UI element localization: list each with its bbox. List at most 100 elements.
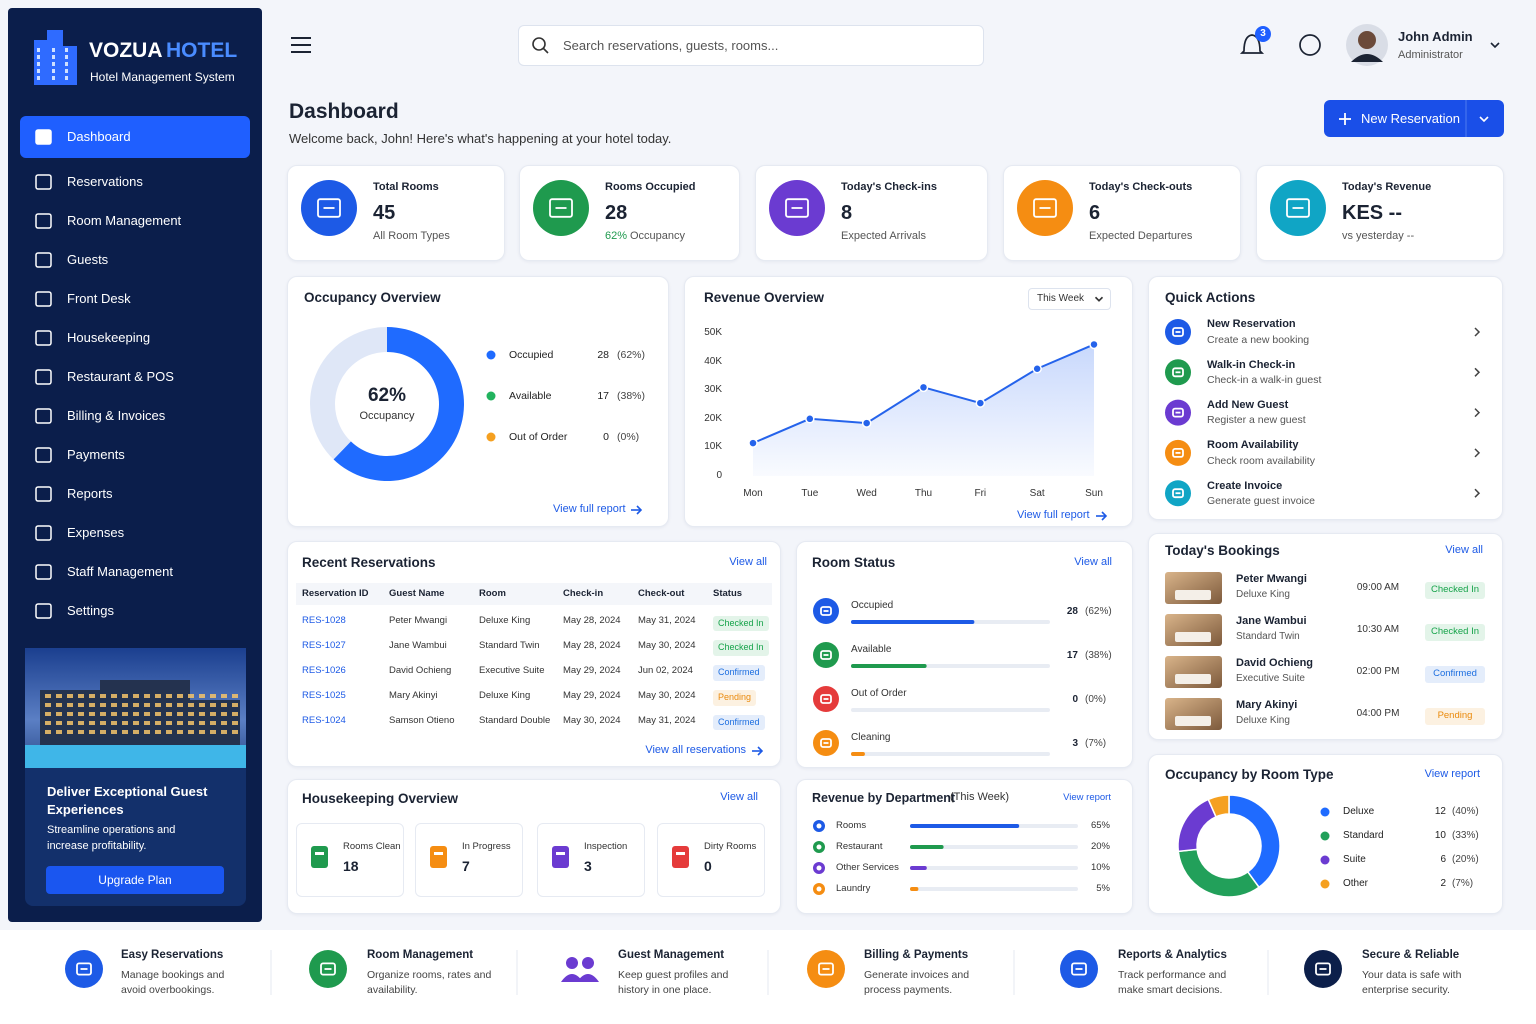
nav-item[interactable]: Expenses	[67, 525, 125, 541]
legend-count: 0	[603, 430, 609, 443]
view-all-reservations-link[interactable]: View all reservations	[645, 744, 746, 757]
promo-window	[199, 694, 205, 698]
period-label[interactable]: This Week	[1037, 293, 1085, 304]
legend-dot	[486, 391, 496, 401]
room-thumbnail-bed	[1175, 590, 1211, 600]
logo-window	[65, 69, 68, 73]
upgrade-button[interactable]	[46, 866, 224, 894]
view-report-link[interactable]: View report	[1063, 792, 1111, 804]
action-title[interactable]: Walk-in Check-in	[1207, 358, 1296, 371]
promo-text: Streamline operations and increase profi…	[47, 824, 176, 853]
action-subtitle: Check-in a walk-in guest	[1207, 374, 1322, 386]
nav-item[interactable]: Front Desk	[67, 291, 131, 307]
nav-item[interactable]: Billing & Invoices	[67, 408, 166, 424]
action-title[interactable]: New Reservation	[1207, 318, 1296, 331]
notification-count[interactable]: 3	[1260, 28, 1266, 39]
nav-item[interactable]: Settings	[67, 603, 114, 619]
icon-glyph	[820, 650, 832, 660]
promo-window	[45, 703, 51, 707]
action-title[interactable]: Create Invoice	[1207, 479, 1283, 492]
housekeeping-label: Dirty Rooms	[704, 841, 757, 853]
icon-glyph	[1172, 488, 1184, 499]
view-report-link[interactable]: View report	[1424, 768, 1480, 781]
action-title[interactable]: Room Availability	[1207, 439, 1299, 452]
booking-guest[interactable]: Peter Mwangi	[1236, 573, 1307, 586]
nav-item[interactable]: Dashboard	[67, 129, 131, 145]
table-cell: David Ochieng	[389, 664, 452, 676]
new-reservation-label[interactable]: New Reservation	[1361, 111, 1460, 127]
table-cell[interactable]: RES-1027	[302, 640, 346, 652]
promo-window	[89, 712, 95, 716]
nav-item[interactable]: Reports	[67, 486, 113, 502]
table-cell[interactable]: RES-1025	[302, 689, 346, 701]
promo-window	[111, 712, 117, 716]
view-all-link[interactable]: View all	[729, 556, 767, 569]
view-report-link[interactable]: View all	[1074, 556, 1112, 569]
table-cell: May 29, 2024	[563, 689, 621, 701]
legend-dot	[1320, 855, 1330, 865]
user-name[interactable]: John Admin	[1398, 29, 1473, 45]
promo-window	[166, 694, 172, 698]
revenue-point	[918, 382, 929, 393]
promo-window	[188, 730, 194, 734]
nav-item[interactable]: Reservations	[67, 174, 143, 190]
promo-window	[166, 721, 172, 725]
table-cell[interactable]: RES-1028	[302, 615, 346, 627]
booking-guest[interactable]: David Ochieng	[1236, 657, 1314, 670]
table-header: Guest Name	[389, 588, 445, 600]
nav-item[interactable]: Room Management	[67, 213, 182, 229]
feature-icon	[561, 974, 599, 982]
promo-window	[188, 712, 194, 716]
promo-window	[67, 712, 73, 716]
promo-window	[188, 694, 194, 698]
action-title[interactable]: Add New Guest	[1207, 399, 1289, 411]
legend-label: Deluxe	[1343, 806, 1375, 817]
view-all-link[interactable]: View all	[720, 791, 758, 804]
department-label: Laundry	[836, 883, 871, 895]
nav-item[interactable]: Payments	[67, 447, 125, 463]
table-cell[interactable]: RES-1024	[302, 714, 346, 726]
department-percent: 20%	[1090, 841, 1110, 853]
table-header-bg	[296, 583, 772, 605]
nav-item[interactable]: Housekeeping	[67, 330, 151, 346]
panel-title: Recent Reservations	[302, 554, 436, 570]
nav-item[interactable]: Restaurant & POS	[67, 369, 174, 385]
view-all-link[interactable]: View all	[1445, 544, 1483, 557]
table-cell: May 28, 2024	[563, 615, 621, 627]
promo-window	[232, 730, 238, 734]
promo-window	[166, 730, 172, 734]
feature-text: Manage bookings and avoid overbookings.	[121, 968, 225, 997]
department-label: Restaurant	[836, 841, 883, 853]
search-box[interactable]	[518, 25, 984, 66]
table-cell: Peter Mwangi	[389, 615, 448, 627]
room-thumbnail-bed	[1175, 674, 1211, 684]
stat-value: 8	[841, 202, 853, 224]
chevron-icon	[1474, 488, 1481, 498]
booking-room: Deluxe King	[1236, 589, 1290, 600]
table-cell[interactable]: RES-1026	[302, 664, 346, 676]
promo-window	[133, 703, 139, 707]
search-placeholder[interactable]: Search reservations, guests, rooms...	[563, 38, 779, 54]
promo-window	[188, 721, 194, 725]
promo-window	[232, 721, 238, 725]
nav-item[interactable]: Guests	[67, 252, 109, 268]
view-report-link[interactable]: View full report	[1017, 509, 1090, 522]
promo-window	[133, 694, 139, 698]
new-reservation-button[interactable]	[1324, 100, 1504, 137]
nav-item[interactable]: Staff Management	[67, 564, 173, 580]
donut-segment	[1207, 794, 1230, 818]
department-label: Other Services	[836, 862, 899, 874]
promo-window	[78, 730, 84, 734]
view-report-link[interactable]: View full report	[553, 503, 626, 516]
promo-window	[144, 730, 150, 734]
promo-window	[122, 694, 128, 698]
promo-window	[89, 703, 95, 707]
promo-window	[89, 730, 95, 734]
table-header: Check-out	[638, 588, 685, 600]
housekeeping-label: Inspection	[584, 841, 628, 853]
booking-guest[interactable]: Jane Wambui	[1236, 615, 1307, 628]
period-dropdown[interactable]	[1028, 288, 1111, 310]
upgrade-button-label[interactable]: Upgrade Plan	[98, 872, 172, 887]
booking-guest[interactable]: Mary Akinyi	[1236, 699, 1298, 712]
nav-active-bg	[20, 116, 250, 158]
